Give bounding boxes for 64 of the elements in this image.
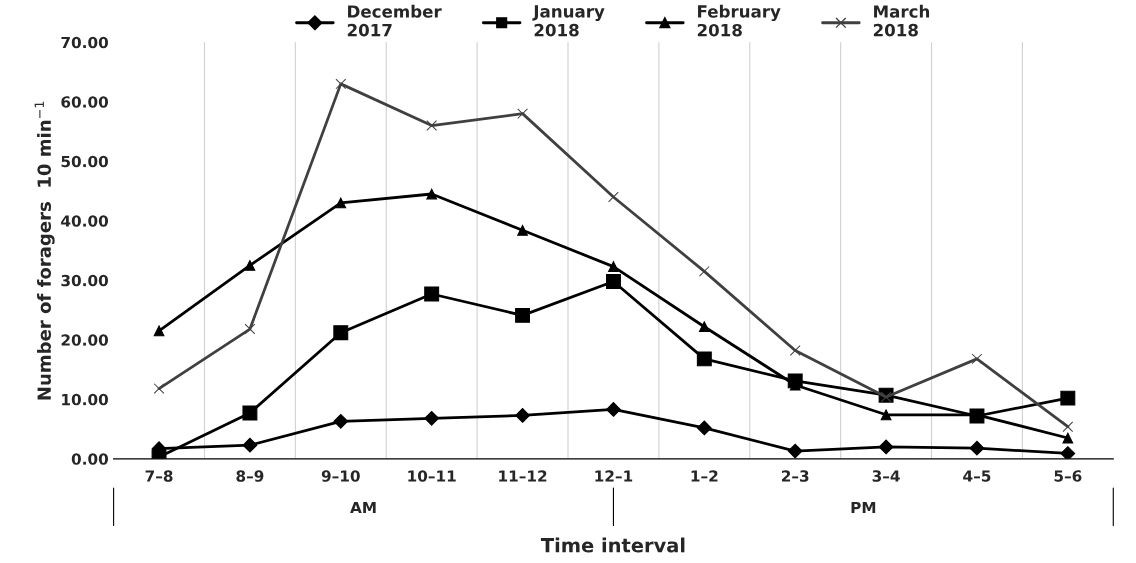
- y-tick-label: 60.00: [61, 96, 109, 108]
- point: [606, 402, 621, 417]
- x-tick-label: 3–4: [872, 470, 900, 482]
- point: [424, 286, 440, 302]
- point: [242, 405, 258, 421]
- x-tick-label: 12–1: [595, 470, 633, 482]
- y-tick-label: 20.00: [61, 334, 109, 346]
- legend-label: March 2018: [873, 4, 930, 37]
- point: [605, 274, 621, 289]
- point: [969, 440, 985, 456]
- point: [244, 323, 256, 335]
- point: [517, 108, 528, 120]
- x-tick-label: 8–9: [236, 470, 264, 482]
- point: [1062, 421, 1074, 433]
- legend-label: February 2018: [697, 4, 781, 37]
- point: [1060, 446, 1076, 459]
- y-tick-label: 30.00: [61, 274, 109, 287]
- point: [515, 307, 531, 323]
- y-tick-label: 0.00: [71, 453, 109, 465]
- text: AM: [350, 501, 376, 514]
- x-tick-label: 5–6: [1054, 470, 1082, 482]
- x-tick-label: 11–12: [499, 470, 547, 482]
- x-tick-label: 2–3: [781, 470, 809, 482]
- point: [696, 351, 712, 367]
- point: [242, 437, 258, 453]
- point: [787, 443, 803, 459]
- point: [515, 408, 530, 423]
- point: [971, 353, 983, 365]
- x-tick-label: 4–5: [963, 470, 991, 482]
- point: [789, 345, 801, 356]
- y-tick-label: 10.00: [62, 393, 109, 406]
- point: [424, 410, 440, 426]
- y-tick-label: 50.00: [61, 155, 109, 168]
- point: [153, 325, 165, 337]
- point: [608, 261, 619, 272]
- point: [880, 409, 892, 421]
- point: [1062, 432, 1074, 444]
- point: [698, 265, 710, 277]
- text: PM: [851, 501, 876, 514]
- legend-label: January 2018: [532, 5, 605, 37]
- x-tick-label: 7–8: [145, 470, 173, 482]
- point: [698, 321, 710, 333]
- x-tick-label: 9–10: [321, 470, 360, 482]
- y-axis-title: Number of foragers 10 min$^{−1}$: [34, 101, 55, 400]
- point: [878, 439, 894, 455]
- point: [335, 197, 347, 209]
- point: [696, 420, 712, 436]
- point: [426, 120, 438, 131]
- y-tick-label: 70.00: [61, 36, 109, 49]
- point: [608, 191, 619, 203]
- point: [244, 260, 256, 271]
- y-tick-label: 40.00: [61, 215, 109, 227]
- point: [333, 413, 349, 429]
- point: [517, 224, 528, 236]
- x-tick-label: 1–2: [691, 470, 718, 482]
- x-axis-title: Time interval: [540, 537, 685, 553]
- legend-label: December 2017: [347, 4, 442, 37]
- point: [1060, 390, 1076, 406]
- point: [426, 188, 438, 200]
- point: [335, 78, 347, 90]
- point: [153, 383, 165, 394]
- x-tick-label: 10–11: [408, 470, 456, 482]
- point: [880, 391, 892, 403]
- point: [333, 325, 349, 341]
